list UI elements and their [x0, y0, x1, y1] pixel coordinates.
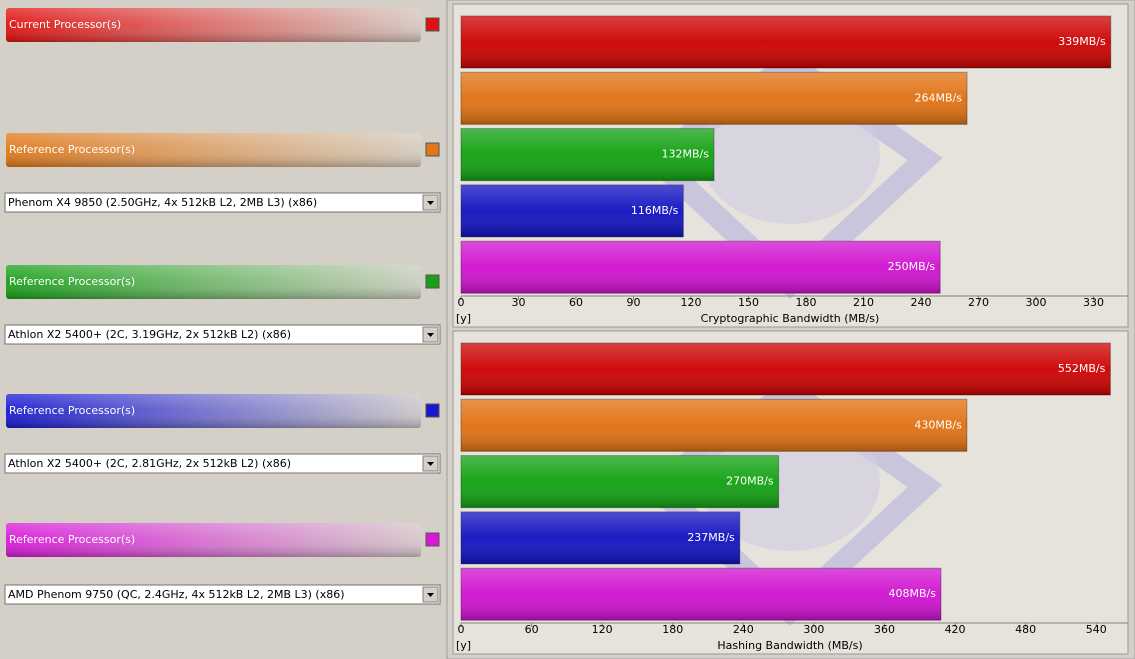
x-axis-title: Cryptographic Bandwidth (MB/s) — [701, 312, 880, 325]
x-tick-label: 120 — [681, 296, 702, 309]
dropdown-arrow — [427, 201, 434, 205]
x-tick-label: 210 — [853, 296, 874, 309]
x-tick-label: 480 — [1015, 623, 1036, 636]
bar-gloss — [461, 16, 1111, 68]
band-gloss — [6, 523, 421, 557]
x-tick-label: 270 — [968, 296, 989, 309]
processor-dropdown[interactable] — [4, 324, 441, 345]
x-tick-label: 0 — [458, 623, 465, 636]
color-swatch[interactable] — [425, 142, 440, 157]
value-label: 250MB/s — [888, 260, 936, 273]
unit-label: [y] — [456, 639, 471, 652]
x-tick-label: 240 — [911, 296, 932, 309]
processor-label: Reference Processor(s) — [9, 143, 135, 156]
processor-dropdown[interactable] — [4, 192, 441, 213]
x-tick-label: 150 — [738, 296, 759, 309]
processor-label: Reference Processor(s) — [9, 275, 135, 288]
x-tick-label: 360 — [874, 623, 895, 636]
band-gloss — [6, 265, 421, 299]
x-tick-label: 300 — [803, 623, 824, 636]
processor-dropdown[interactable] — [4, 453, 441, 474]
value-label: 264MB/s — [915, 91, 963, 104]
band-gloss — [6, 394, 421, 428]
x-tick-label: 60 — [525, 623, 539, 636]
bar-gloss — [461, 455, 779, 508]
color-swatch[interactable] — [425, 403, 440, 418]
processor-label: Reference Processor(s) — [9, 533, 135, 546]
processor-label: Reference Processor(s) — [9, 404, 135, 417]
color-swatch[interactable] — [425, 532, 440, 547]
bar-gloss — [461, 184, 684, 237]
x-tick-label: 180 — [662, 623, 683, 636]
dropdown-text: Athlon X2 5400+ (2C, 2.81GHz, 2x 512kB L… — [8, 457, 291, 470]
bar-gloss — [461, 241, 941, 294]
unit-label: [y] — [456, 312, 471, 325]
color-swatch[interactable] — [425, 274, 440, 289]
x-tick-label: 330 — [1083, 296, 1104, 309]
value-label: 270MB/s — [726, 475, 774, 488]
value-label: 552MB/s — [1058, 362, 1106, 375]
x-tick-label: 90 — [627, 296, 641, 309]
value-label: 339MB/s — [1058, 35, 1106, 48]
x-tick-label: 240 — [733, 623, 754, 636]
x-tick-label: 120 — [592, 623, 613, 636]
bar-gloss — [461, 568, 941, 621]
bar-gloss — [461, 72, 967, 125]
value-label: 430MB/s — [914, 418, 962, 431]
x-tick-label: 30 — [512, 296, 526, 309]
bar-gloss — [461, 511, 740, 564]
bar-gloss — [461, 399, 967, 452]
processor-dropdown[interactable] — [4, 584, 441, 605]
dropdown-arrow — [427, 593, 434, 597]
x-tick-label: 420 — [945, 623, 966, 636]
dropdown-text: Phenom X4 9850 (2.50GHz, 4x 512kB L2, 2M… — [8, 196, 317, 209]
x-tick-label: 0 — [458, 296, 465, 309]
bar-gloss — [461, 128, 714, 181]
value-label: 132MB/s — [662, 148, 710, 161]
band-gloss — [6, 8, 421, 42]
dropdown-arrow — [427, 333, 434, 337]
processor-label: Current Processor(s) — [9, 18, 121, 31]
value-label: 116MB/s — [631, 204, 679, 217]
dropdown-text: Athlon X2 5400+ (2C, 3.19GHz, 2x 512kB L… — [8, 328, 291, 341]
x-tick-label: 180 — [796, 296, 817, 309]
value-label: 237MB/s — [687, 531, 735, 544]
bar-gloss — [461, 343, 1111, 395]
band-gloss — [6, 133, 421, 167]
color-swatch[interactable] — [425, 17, 440, 32]
dropdown-text: AMD Phenom 9750 (QC, 2.4GHz, 4x 512kB L2… — [8, 588, 345, 601]
x-tick-label: 540 — [1086, 623, 1107, 636]
x-axis-title: Hashing Bandwidth (MB/s) — [717, 639, 862, 652]
value-label: 408MB/s — [888, 587, 936, 600]
dropdown-arrow — [427, 462, 434, 466]
x-tick-label: 60 — [569, 296, 583, 309]
x-tick-label: 300 — [1026, 296, 1047, 309]
